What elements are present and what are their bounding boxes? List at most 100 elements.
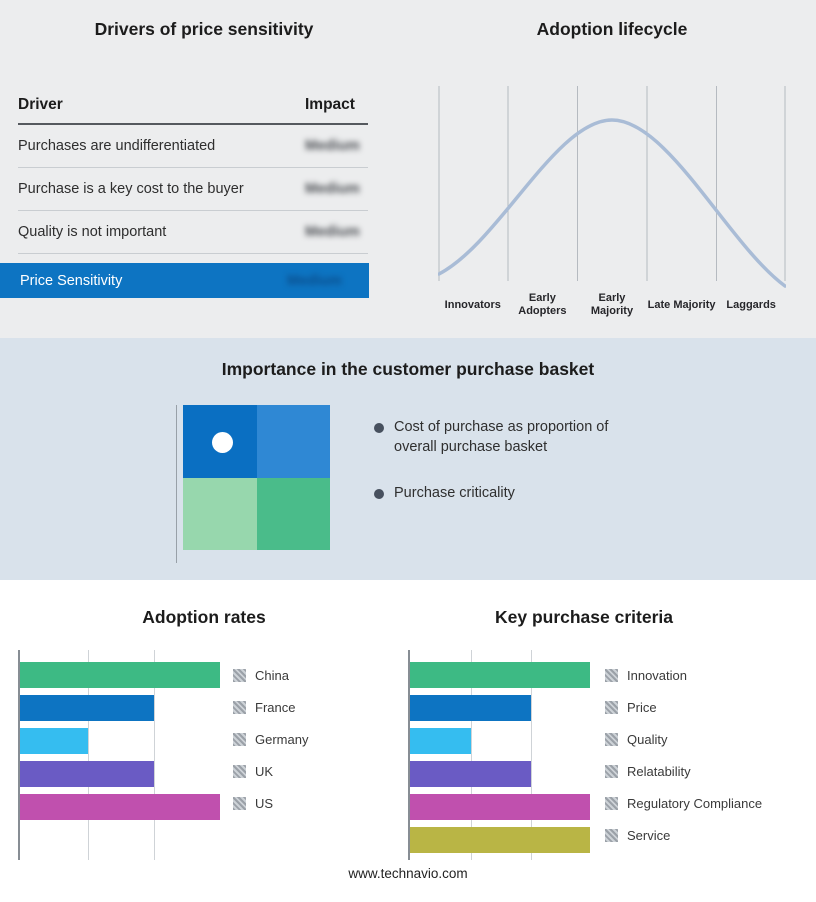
key-purchase-criteria-legend: Innovation Price Quality Relatability Re… <box>605 650 762 860</box>
driver-cell: Purchase is a key cost to the buyer <box>18 181 244 197</box>
legend-swatch-icon <box>605 828 618 842</box>
legend-label: Quality <box>627 731 668 747</box>
key-purchase-criteria-title: Key purchase criteria <box>494 607 673 627</box>
lifecycle-chart: Innovators Early Adopters Early Majority… <box>438 86 786 320</box>
bottom-section: Adoption rates China France Ger <box>0 580 816 902</box>
legend-item: Germany <box>233 723 308 755</box>
bar-uk <box>20 760 154 787</box>
stage-label-early-adopters: Early Adopters <box>518 292 567 317</box>
key-purchase-criteria-chart: Innovation Price Quality Relatability Re… <box>408 650 816 860</box>
legend-label: China <box>255 667 289 683</box>
legend-item: Price <box>605 691 762 723</box>
basket-title: Importance in the customer purchase bask… <box>221 359 595 379</box>
bar-regulatory-compliance <box>410 793 590 820</box>
stage-labels: Innovators Early Adopters Early Majority… <box>438 290 786 320</box>
impact-value-redacted: Medium <box>305 224 360 240</box>
top-section: Drivers of price sensitivity Driver Impa… <box>0 0 816 338</box>
bar-row <box>20 757 220 790</box>
legend-label: France <box>255 699 296 715</box>
stage-label-late-majority: Late Majority <box>647 298 716 311</box>
price-sensitivity-label: Price Sensitivity <box>20 272 123 289</box>
legend-label: Regulatory Compliance <box>627 795 763 811</box>
legend-swatch-icon <box>605 668 618 682</box>
quadrant-cell-top-right <box>256 405 330 478</box>
bar-quality <box>410 727 472 754</box>
legend-swatch-icon <box>605 764 618 778</box>
price-sensitivity-row: Price Sensitivity Medium <box>0 263 369 298</box>
legend-item: China <box>233 659 308 691</box>
bell-curve <box>438 118 786 288</box>
table-row: Purchase is a key cost to the buyer Medi… <box>18 168 368 211</box>
bullet-dot-icon <box>374 489 384 500</box>
bar-row <box>410 658 590 691</box>
basket-section: Importance in the customer purchase bask… <box>0 338 816 580</box>
drivers-table: Driver Impact Purchases are undifferenti… <box>18 90 368 254</box>
legend-label: Germany <box>255 731 309 747</box>
bar-relatability <box>410 760 531 787</box>
basket-content: Cost of purchase as proportion of overal… <box>0 405 816 563</box>
bar-service <box>410 826 590 853</box>
drivers-title: Drivers of price sensitivity <box>94 19 314 39</box>
quadrant-axis-line <box>176 405 177 563</box>
gridline <box>154 650 155 860</box>
lifecycle-gridlines <box>438 86 786 281</box>
bar-row <box>410 823 590 856</box>
position-marker-dot <box>212 432 233 453</box>
charts-row: Adoption rates China France Ger <box>0 580 816 860</box>
legend-label: US <box>255 795 274 811</box>
driver-cell: Quality is not important <box>18 224 167 240</box>
bar-china <box>20 661 220 688</box>
lifecycle-title: Adoption lifecycle <box>536 19 688 39</box>
technavio-link[interactable]: www.technavio.com <box>348 866 468 881</box>
quadrant-cell-bottom-left <box>183 477 257 550</box>
driver-column-header: Driver <box>18 96 63 113</box>
bar-row <box>20 724 220 757</box>
stage-label-early-majority: Early Majority <box>590 292 634 317</box>
bullet-text: Purchase criticality <box>394 485 515 502</box>
legend-swatch-icon <box>233 796 246 810</box>
bar-row <box>20 691 220 724</box>
bar-germany <box>20 727 88 754</box>
legend-item: Service <box>605 819 762 851</box>
legend-swatch-icon <box>605 700 618 714</box>
legend-label: Innovation <box>627 667 687 683</box>
legend-label: UK <box>255 763 274 779</box>
legend-swatch-icon <box>233 764 246 778</box>
bullet-item: Purchase criticality <box>374 484 646 504</box>
bar-france <box>20 694 154 721</box>
quadrant-cell-bottom-right <box>256 477 330 550</box>
stage-label-innovators: Innovators <box>444 298 501 311</box>
bar-row <box>410 757 590 790</box>
legend-swatch-icon <box>605 732 618 746</box>
gridline <box>530 650 532 860</box>
lifecycle-chart-svg <box>438 86 786 288</box>
bar-row <box>20 790 220 823</box>
adoption-rates-title: Adoption rates <box>142 607 266 627</box>
bullet-item: Cost of purchase as proportion of overal… <box>374 418 646 457</box>
adoption-rates-plot-area <box>18 650 220 860</box>
bar-us <box>20 793 220 820</box>
impact-column-header: Impact <box>305 96 355 113</box>
driver-cell: Purchases are undifferentiated <box>18 138 216 154</box>
gridline <box>471 650 473 860</box>
gridline <box>88 650 89 860</box>
bullet-dot-icon <box>374 423 384 433</box>
legend-item: Relatability <box>605 755 762 787</box>
legend-item: Regulatory Compliance <box>605 787 762 819</box>
table-row: Purchases are undifferentiated Medium <box>18 125 368 168</box>
legend-item: US <box>233 787 308 819</box>
key-purchase-criteria-plot-area <box>408 650 590 860</box>
bullet-text: Cost of purchase as proportion of overal… <box>394 419 609 455</box>
bar-row <box>410 724 590 757</box>
lifecycle-panel: Adoption lifecycle Innovators Early <box>408 0 816 338</box>
price-sensitivity-impact-redacted: Medium <box>287 272 342 289</box>
bar-row <box>410 790 590 823</box>
legend-label: Relatability <box>627 763 691 779</box>
quadrant-chart <box>176 405 330 563</box>
adoption-rates-section: Adoption rates China France Ger <box>0 580 408 860</box>
bar-row <box>410 691 590 724</box>
bar-row <box>20 658 220 691</box>
legend-item: Innovation <box>605 659 762 691</box>
adoption-rates-legend: China France Germany UK US <box>233 650 308 860</box>
drivers-panel: Drivers of price sensitivity Driver Impa… <box>0 0 408 338</box>
